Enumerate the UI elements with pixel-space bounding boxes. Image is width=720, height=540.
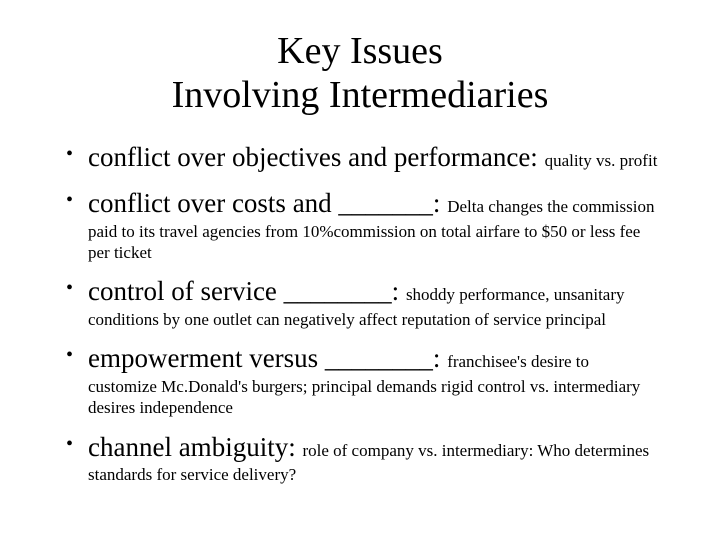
title-line-2: Involving Intermediaries [172, 74, 549, 116]
list-item: conflict over costs and _______: Delta c… [60, 187, 660, 263]
slide-title: Key Issues Involving Intermediaries [60, 30, 660, 117]
bullet-lead: conflict over costs and _______: [88, 188, 447, 218]
list-item: conflict over objectives and performance… [60, 141, 660, 175]
list-item: channel ambiguity: role of company vs. i… [60, 431, 660, 486]
bullet-detail: quality vs. profit [545, 151, 658, 170]
title-line-1: Key Issues [277, 30, 443, 72]
bullet-lead: conflict over objectives and performance… [88, 142, 545, 172]
bullet-lead: empowerment versus ________: [88, 343, 447, 373]
bullet-lead: channel ambiguity: [88, 432, 302, 462]
bullet-lead: control of service ________: [88, 276, 406, 306]
list-item: control of service ________: shoddy perf… [60, 275, 660, 330]
list-item: empowerment versus ________: franchisee'… [60, 342, 660, 418]
slide-container: Key Issues Involving Intermediaries conf… [0, 0, 720, 540]
bullet-list: conflict over objectives and performance… [60, 141, 660, 485]
